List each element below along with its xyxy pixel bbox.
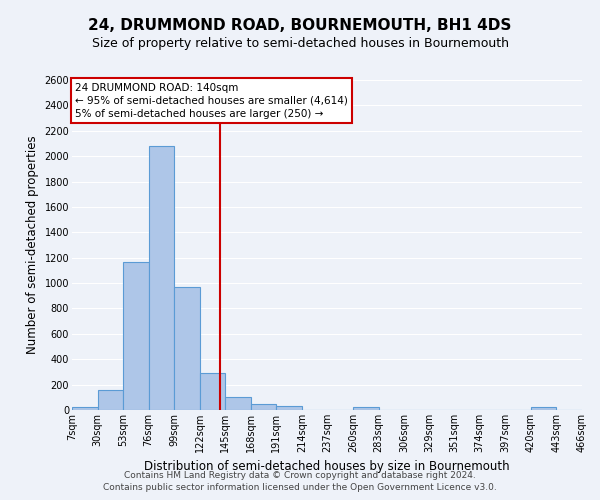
Bar (251, 404, 277, 410)
Bar (353, 407, 379, 410)
Text: 24 DRUMMOND ROAD: 140sqm
← 95% of semi-detached houses are smaller (4,614)
5% of: 24 DRUMMOND ROAD: 140sqm ← 95% of semi-d… (76, 82, 348, 119)
Bar (226, 398, 251, 410)
Bar (277, 406, 302, 410)
Bar (200, 373, 226, 410)
Text: Contains HM Land Registry data © Crown copyright and database right 2024.: Contains HM Land Registry data © Crown c… (124, 471, 476, 480)
Text: Contains public sector information licensed under the Open Government Licence v3: Contains public sector information licen… (103, 484, 497, 492)
Bar (72, 407, 98, 410)
Bar (123, 262, 149, 410)
Y-axis label: Number of semi-detached properties: Number of semi-detached properties (26, 136, 39, 354)
Text: 24, DRUMMOND ROAD, BOURNEMOUTH, BH1 4DS: 24, DRUMMOND ROAD, BOURNEMOUTH, BH1 4DS (88, 18, 512, 32)
Bar (98, 390, 123, 410)
Bar (149, 146, 174, 410)
Bar (174, 287, 200, 410)
X-axis label: Distribution of semi-detached houses by size in Bournemouth: Distribution of semi-detached houses by … (144, 460, 510, 473)
Bar (531, 407, 556, 410)
Text: Size of property relative to semi-detached houses in Bournemouth: Size of property relative to semi-detach… (91, 38, 509, 51)
